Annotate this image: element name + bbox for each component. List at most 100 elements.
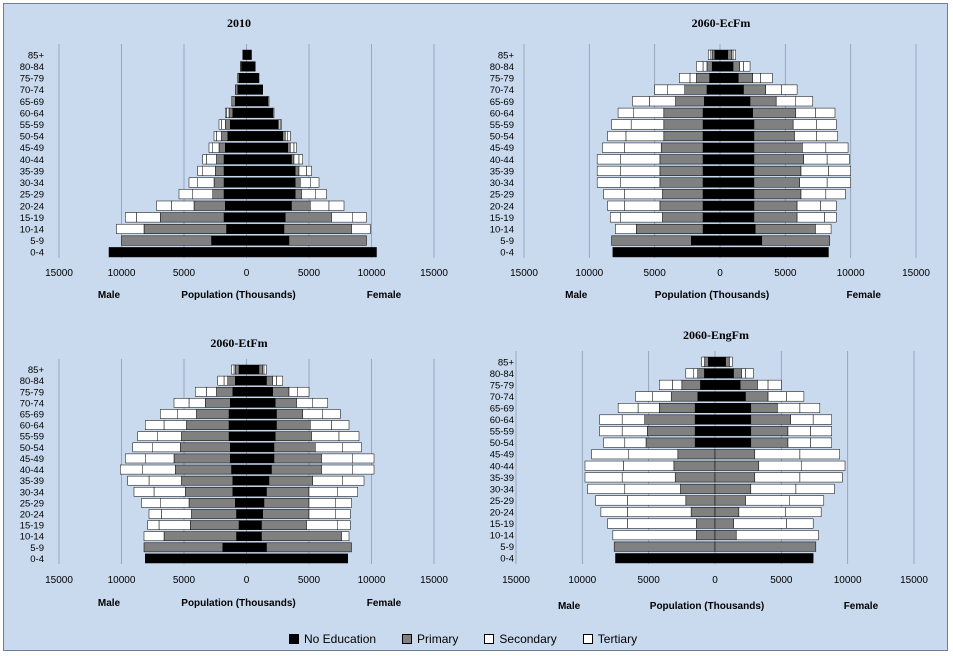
age-group-label: 0-4 (500, 248, 514, 259)
bar-male-no-education (222, 542, 247, 553)
bar-female-secondary (308, 486, 338, 497)
bar-male-tertiary (160, 409, 178, 419)
age-group-label: 55-59 (490, 427, 514, 438)
bar-female-primary (752, 107, 797, 118)
bar-male-tertiary (587, 483, 626, 494)
bar-female-secondary (741, 368, 746, 379)
bar-male-primary (644, 414, 696, 425)
age-group-label: 25-29 (490, 190, 514, 201)
bar-male-primary (613, 541, 716, 552)
legend-label: Secondary (499, 632, 557, 646)
bar-male-secondary (624, 142, 662, 153)
bar-female-tertiary (287, 131, 291, 142)
bar-female-primary (282, 131, 286, 142)
bar-female-secondary (306, 520, 338, 530)
bar-female-no-education (246, 84, 263, 95)
bar-male-no-education (711, 61, 721, 72)
bar-female-tertiary (760, 73, 773, 84)
bar-female-no-education (714, 368, 734, 379)
x-tick-label: 10000 (108, 268, 136, 279)
bar-female-primary (291, 154, 295, 165)
bar-female-primary (750, 403, 778, 413)
bar-female-tertiary (732, 49, 736, 60)
bar-male-tertiary (584, 460, 624, 471)
bar-female-tertiary (745, 368, 754, 379)
age-group-label: 60-64 (490, 108, 514, 119)
bar-male-no-education (238, 73, 247, 84)
bar-male-tertiary (595, 495, 628, 506)
bar-female-primary (750, 437, 789, 448)
bar-male-secondary (612, 530, 697, 541)
bar-male-no-education (709, 73, 721, 84)
bar-female-primary (753, 165, 802, 176)
bar-male-tertiary (125, 453, 146, 464)
age-group-label: 25-29 (490, 496, 514, 507)
bar-male-primary (227, 375, 236, 386)
bar-female-no-education (246, 247, 377, 258)
x-axis-label: Population (Thousands) (650, 601, 764, 612)
bar-male-secondary (620, 177, 661, 188)
bar-female-no-education (246, 431, 276, 442)
bar-female-secondary (767, 391, 787, 402)
bar-male-no-education (702, 154, 721, 165)
bar-female-tertiary (816, 119, 837, 130)
bar-male-no-education (702, 189, 721, 200)
bar-male-tertiary (611, 119, 632, 130)
bar-female-no-education (719, 73, 739, 84)
bar-male-secondary (188, 398, 206, 408)
bar-female-primary (266, 486, 310, 497)
bar-male-primary (196, 409, 230, 419)
bar-female-tertiary (335, 509, 351, 519)
bar-female-tertiary (825, 189, 846, 200)
bar-female-no-education (714, 391, 746, 402)
bar-male-tertiary (603, 437, 626, 448)
bar-male-secondary (171, 200, 195, 211)
age-group-label: 80-84 (490, 369, 514, 380)
female-label: Female (367, 290, 402, 301)
pyramid-chart: 15000 10000 5000 0 5000 10000 15000 0-45-910-14… (490, 351, 928, 612)
age-group-label: 75-79 (20, 387, 44, 398)
bar-male-primary (674, 472, 716, 483)
bar-male-primary (645, 437, 696, 448)
bar-male-no-education (230, 453, 247, 464)
x-tick-label: 15000 (420, 268, 448, 279)
bar-male-secondary (625, 131, 665, 142)
panel-title: 2060-EngFm (683, 328, 749, 342)
bar-female-tertiary (812, 414, 832, 425)
bar-female-tertiary (352, 453, 375, 464)
bar-female-no-education (719, 212, 755, 223)
bar-male-tertiary (596, 154, 621, 165)
bar-male-tertiary (173, 398, 190, 408)
age-group-label: 65-69 (490, 404, 514, 415)
bar-male-tertiary (208, 142, 213, 153)
bar-male-tertiary (195, 386, 207, 397)
bar-male-primary (143, 542, 223, 553)
x-tick-label: 10000 (837, 268, 865, 279)
bar-male-secondary (223, 375, 228, 386)
bar-male-primary (663, 131, 704, 142)
bar-female-primary (262, 509, 310, 519)
bar-female-secondary (341, 531, 350, 542)
bar-male-secondary (158, 520, 191, 530)
age-group-label: 5-9 (500, 236, 514, 247)
bar-male-tertiary (635, 391, 653, 402)
bar-female-no-education (246, 453, 275, 464)
legend-swatch (484, 634, 495, 644)
x-axis-label: Population (Thousands) (181, 598, 295, 609)
bar-female-tertiary (310, 177, 320, 188)
bar-female-tertiary (312, 398, 328, 408)
age-group-label: 85+ (28, 365, 45, 376)
bar-male-primary (697, 368, 705, 379)
x-tick-label: 5000 (644, 268, 667, 279)
bar-female-primary (714, 541, 817, 552)
bar-male-no-education (702, 165, 721, 176)
bar-female-secondary (308, 498, 336, 508)
bar-male-no-education (702, 212, 721, 223)
pyramid-panel-2060-ecfm: 2060-EcFm 15000 10000 5000 0 5000 10000 15000 0… (476, 4, 948, 322)
bar-male-tertiary (178, 189, 193, 200)
bar-male-no-education (230, 119, 247, 130)
bar-female-tertiary (743, 61, 751, 72)
bar-male-primary (221, 131, 228, 142)
bar-female-secondary (733, 518, 787, 529)
bar-male-secondary (206, 154, 217, 165)
